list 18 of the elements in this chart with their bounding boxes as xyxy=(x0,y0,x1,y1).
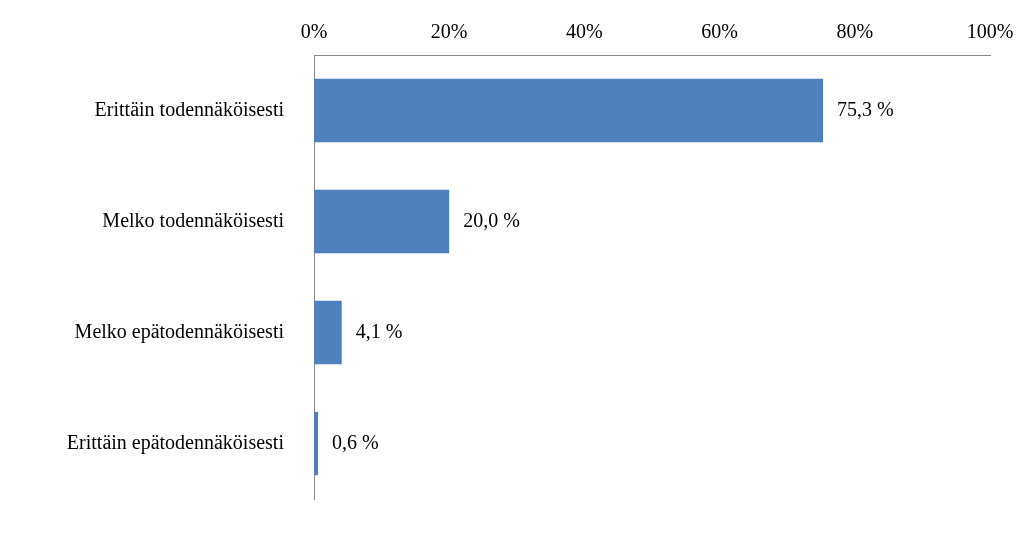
data-label: 20,0 % xyxy=(463,208,520,231)
bar xyxy=(314,300,342,365)
bar xyxy=(314,189,450,254)
x-tick-label: 40% xyxy=(566,20,603,43)
x-tick-label: 60% xyxy=(701,20,738,43)
x-tick-label: 20% xyxy=(430,20,468,43)
y-tick-label: Erittäin todennäköisesti xyxy=(94,97,285,120)
data-label: 75,3 % xyxy=(837,97,894,120)
bar xyxy=(314,411,319,476)
x-tick-label: 0% xyxy=(300,20,328,43)
x-tick-label: 80% xyxy=(836,20,874,43)
y-tick-label: Melko todennäköisesti xyxy=(102,208,285,231)
y-tick-label: Erittäin epätodennäköisesti xyxy=(66,430,285,454)
y-tick-label: Melko epätodennäköisesti xyxy=(74,319,285,343)
data-label: 4,1 % xyxy=(355,319,403,342)
x-tick-label: 100% xyxy=(966,20,1014,43)
bar xyxy=(314,78,824,143)
data-label: 0,6 % xyxy=(332,430,379,453)
